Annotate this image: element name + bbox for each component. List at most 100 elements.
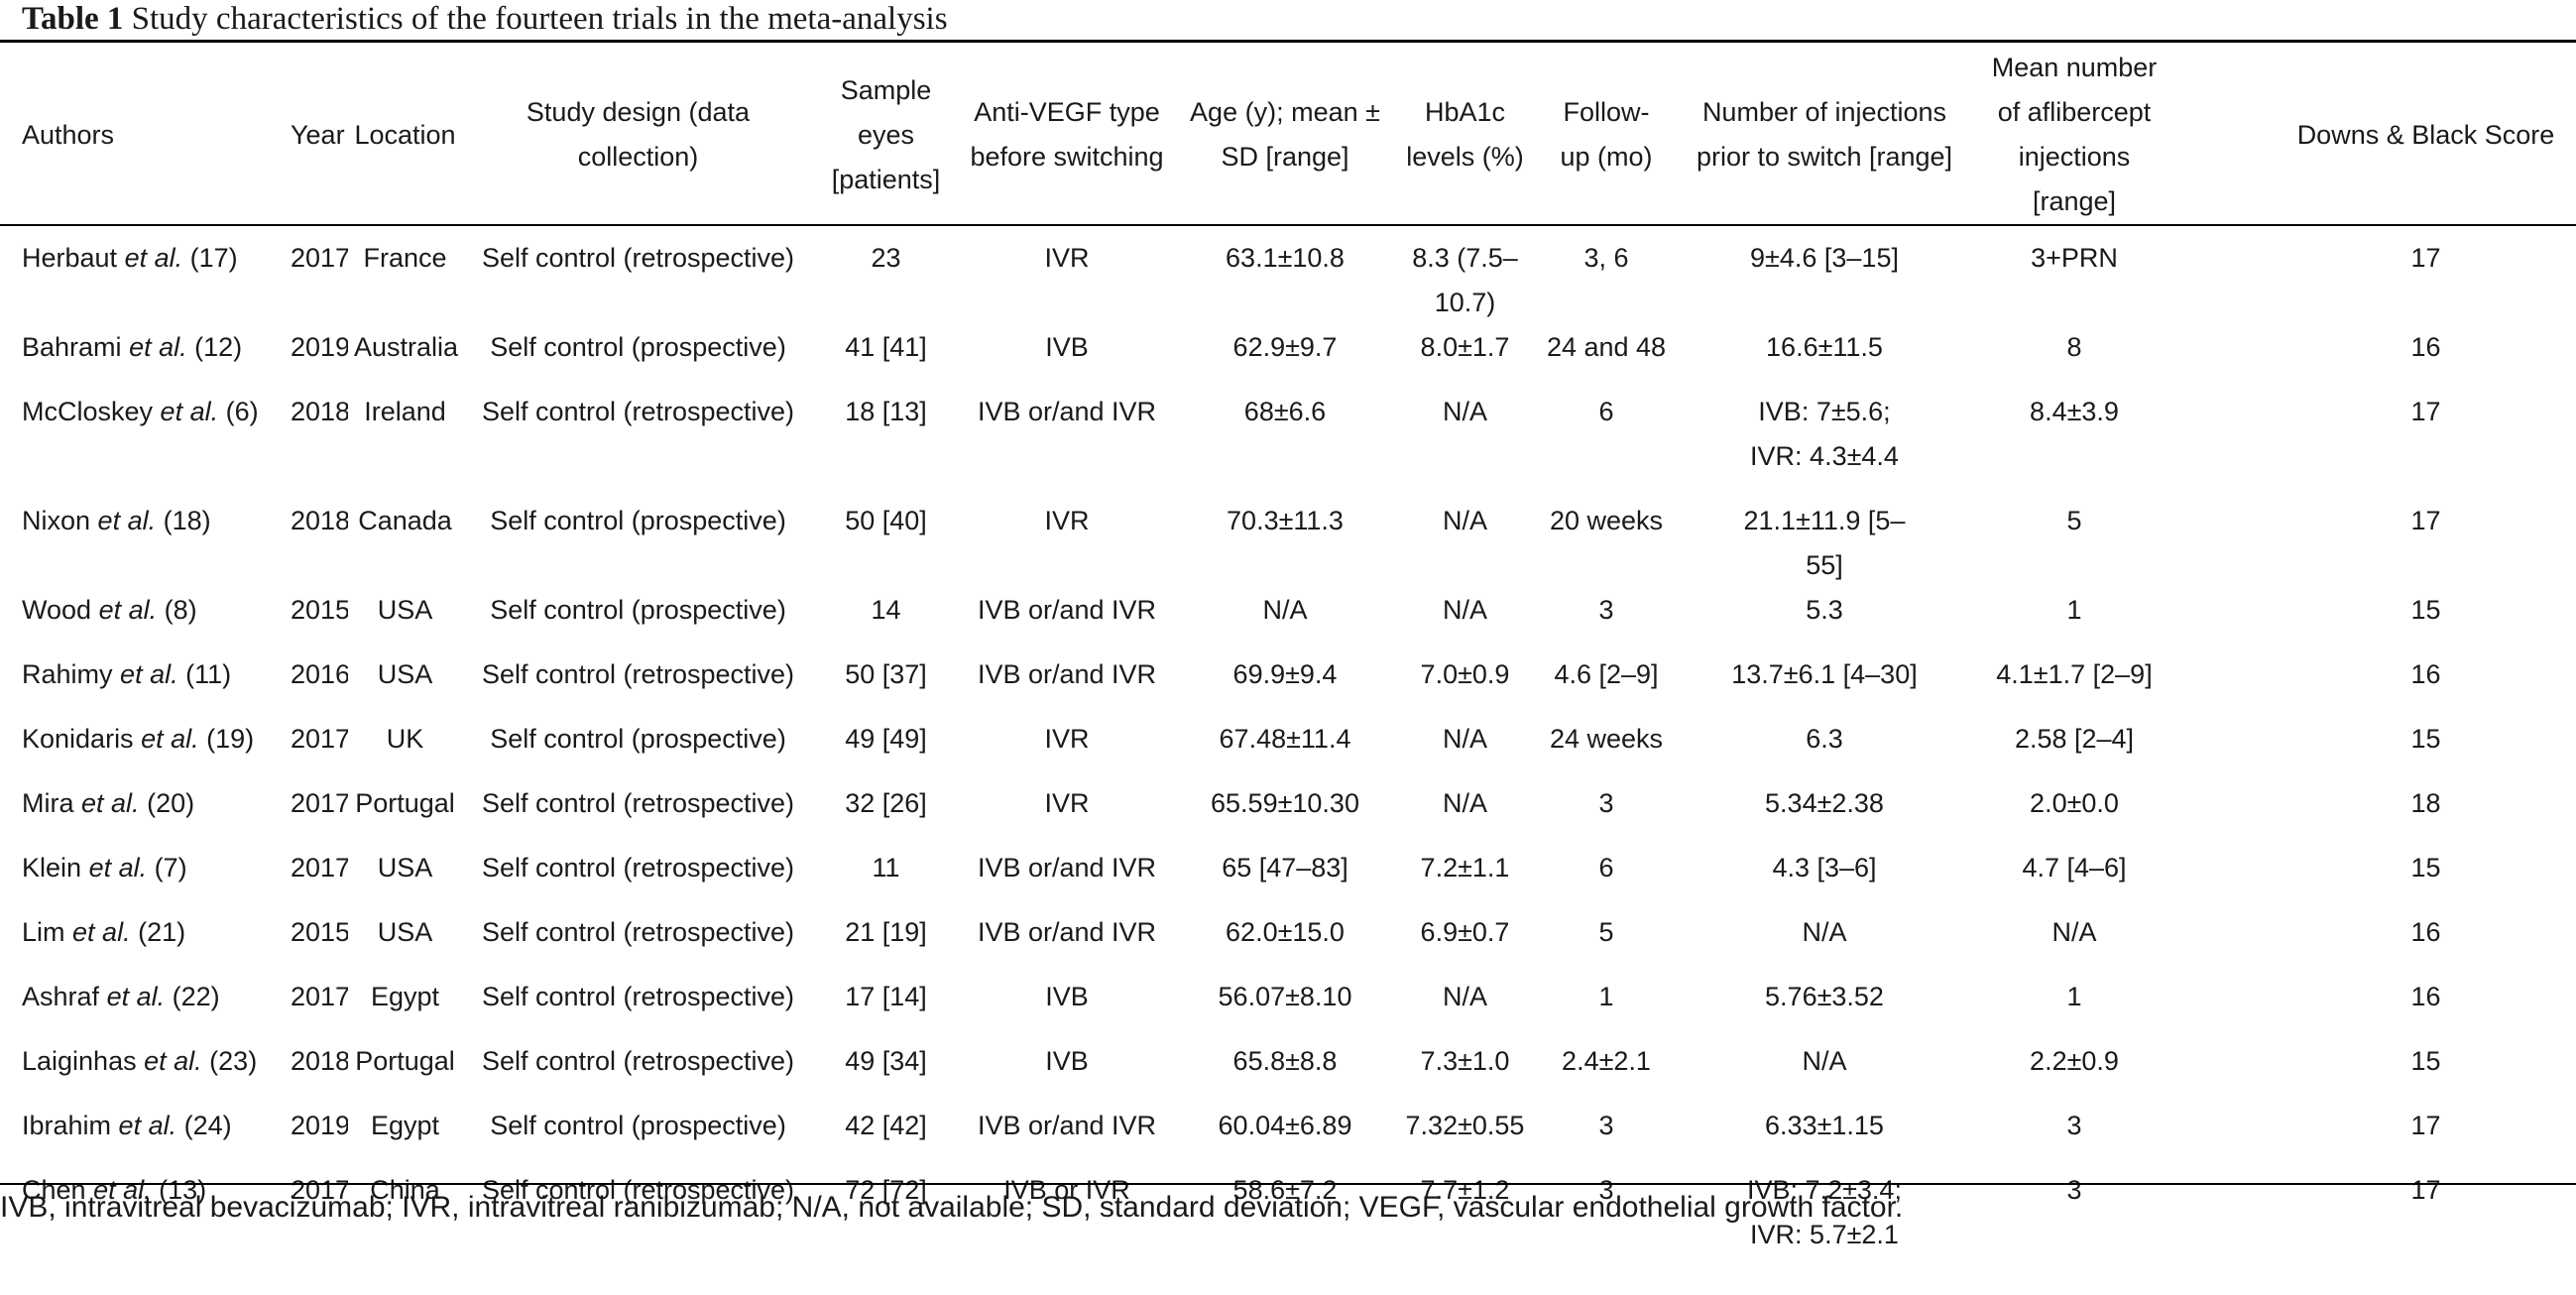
cell-study-design: Self control (prospective) [490,1111,786,1140]
table-row: Klein et al. (7) 2017 USA Self control (ret… [0,846,2576,910]
header-sample-eyes: Sample eyes [patients] [814,44,958,226]
cell-age: 69.9±9.4 [1232,659,1338,689]
author-name: Nixon [22,506,91,535]
table-row: Konidaris et al. (19) 2017 UK Self control … [0,717,2576,781]
cell-follow-up: 24 weeks [1549,724,1664,754]
table-footnote: IVB, intravitreal bevacizumab; IVR, intr… [0,1191,1904,1224]
author-name: McCloskey [22,397,154,426]
author-name: Herbaut [22,243,118,273]
cell-anti-vegf-type: IVB or/and IVR [977,397,1157,426]
cell-follow-up: 4.6 [2–9] [1554,659,1659,689]
cell-author: Mira et al. (20) [0,781,285,846]
cell-study-design: Self control (retrospective) [481,659,795,689]
cell-year: 2018 [291,1046,348,1076]
cell-hba1c: 7.0±0.9 [1420,659,1510,689]
cell-hba1c: 8.0±1.7 [1420,332,1510,362]
author-etal: et al. [97,506,157,535]
header-year: Year [285,44,348,226]
cell-year: 2015 [291,917,348,947]
cell-downs-black-score: 18 [2410,788,2441,818]
author-etal: et al. [124,243,183,273]
cell-study-design: Self control (prospective) [490,506,786,535]
cell-follow-up: 24 and 48 [1546,332,1667,362]
cell-author: Lim et al. (21) [0,910,285,975]
table-row: Lim et al. (21) 2015 USA Self control (retr… [0,910,2576,975]
author-name: Klein [22,853,82,883]
cell-follow-up: 5 [1598,917,1614,947]
cell-location: Egypt [370,1111,440,1140]
cell-year: 2017 [291,982,348,1011]
cell-year: 2016 [291,659,348,689]
cell-year: 2017 [291,243,348,273]
cell-age: 63.1±10.8 [1226,243,1345,273]
cell-injections-prior: 21.1±11.9 [5–55] [1743,506,1906,580]
cell-year: 2017 [291,788,348,818]
author-name: Laiginhas [22,1046,137,1076]
cell-sample-eyes: 50 [37] [845,659,927,689]
author-etal: et al. [93,1175,152,1205]
cell-age: 65.59±10.30 [1211,788,1359,818]
cell-anti-vegf-type: IVB [1045,1046,1089,1076]
cell-age: 62.0±15.0 [1226,917,1345,947]
author-etal: et al. [141,724,199,754]
cell-age: N/A [1262,595,1308,625]
cell-study-design: Self control (prospective) [490,724,786,754]
cell-aflibercept-injections: 3 [2066,1111,2082,1140]
author-reference: (19) [206,724,255,754]
cell-age: 62.9±9.7 [1232,332,1338,362]
cell-study-design: Self control (retrospective) [481,243,795,273]
table-row: Mira et al. (20) 2017 Portugal Self control… [0,781,2576,846]
cell-anti-vegf-type: IVR [1044,724,1090,754]
cell-hba1c: 7.3±1.0 [1420,1046,1510,1076]
cell-year: 2017 [291,724,348,754]
author-etal: et al. [160,397,219,426]
cell-anti-vegf-type: IVB or IVR [1003,1175,1130,1205]
author-name: Chen [22,1175,86,1205]
cell-author: Klein et al. (7) [0,846,285,910]
cell-anti-vegf-type: IVB or/and IVR [977,659,1157,689]
author-reference: (7) [154,853,187,883]
cell-author: Ashraf et al. (22) [0,975,285,1039]
cell-study-design: Self control (retrospective) [481,1046,795,1076]
cell-location: USA [377,853,433,883]
cell-sample-eyes: 49 [34] [845,1046,927,1076]
cell-downs-black-score: 16 [2410,982,2441,1011]
cell-downs-black-score: 17 [2410,397,2441,426]
author-name: Ibrahim [22,1111,112,1140]
top-rule [0,40,2576,43]
header-hba1c: HbA1c levels (%) [1394,44,1536,226]
cell-sample-eyes: 18 [13] [845,397,927,426]
author-reference: (11) [185,659,232,689]
author-etal: et al. [106,982,166,1011]
author-etal: et al. [129,332,187,362]
cell-aflibercept-injections: 1 [2066,982,2082,1011]
cell-hba1c: 8.3 (7.5–10.7) [1412,243,1518,317]
table-row: Bahrami et al. (12) 2019 Australia Self con… [0,325,2576,390]
cell-downs-black-score: 16 [2410,917,2441,947]
cell-aflibercept-injections: 2.0±0.0 [2030,788,2119,818]
table-row: McCloskey et al. (6) 2018 Ireland Self cont… [0,390,2576,499]
author-name: Wood [22,595,92,625]
cell-hba1c: N/A [1442,788,1487,818]
cell-year: 2015 [291,595,348,625]
cell-age: 60.04±6.89 [1218,1111,1352,1140]
author-reference: (13) [159,1175,207,1205]
cell-injections-prior: N/A [1802,1046,1847,1076]
cell-follow-up: 3 [1598,595,1614,625]
table-row: Chen et al. (13) 2017 China Self control (r… [0,1168,2576,1295]
cell-sample-eyes: 14 [871,595,901,625]
table-caption-label: Table 1 [22,1,124,37]
table-row: Ashraf et al. (22) 2017 Egypt Self control … [0,975,2576,1039]
cell-author: Rahimy et al. (11) [0,652,285,717]
cell-sample-eyes: 17 [14] [845,982,927,1011]
cell-follow-up: 3 [1598,788,1614,818]
author-name: Konidaris [22,724,134,754]
author-name: Bahrami [22,332,122,362]
cell-aflibercept-injections: 8 [2066,332,2082,362]
cell-anti-vegf-type: IVB or/and IVR [977,853,1157,883]
cell-author: Chen et al. (13) [0,1168,285,1295]
cell-aflibercept-injections: 8.4±3.9 [2030,397,2119,426]
cell-aflibercept-injections: 2.2±0.9 [2030,1046,2119,1076]
cell-hba1c: N/A [1442,982,1487,1011]
cell-anti-vegf-type: IVB [1045,332,1089,362]
